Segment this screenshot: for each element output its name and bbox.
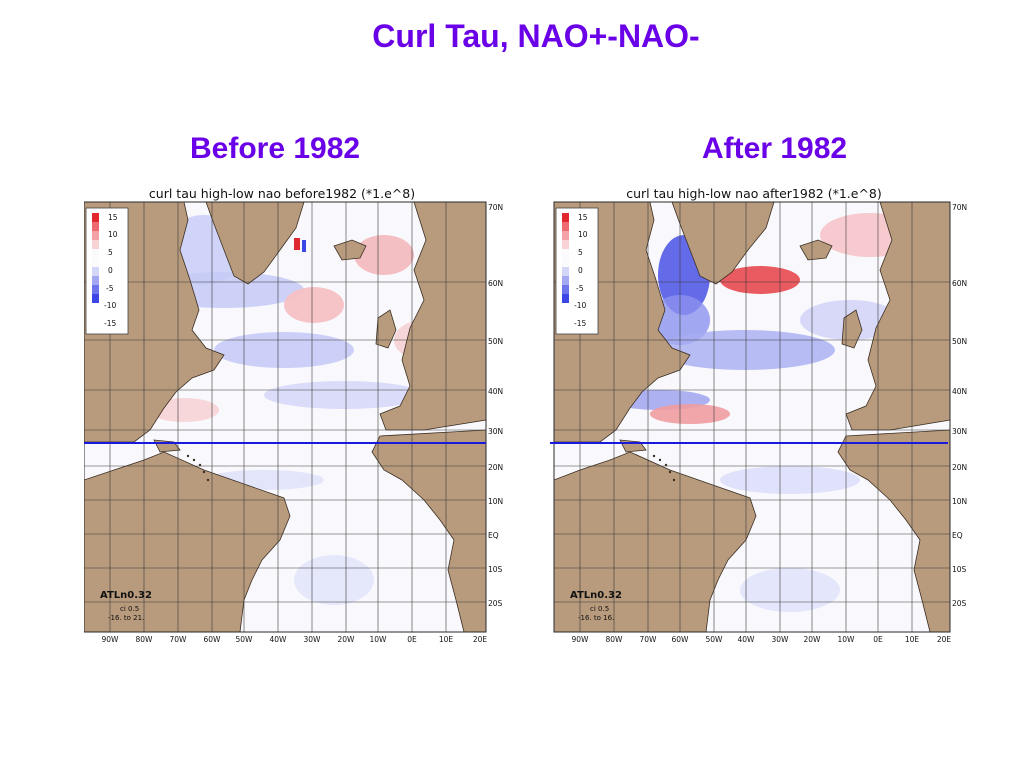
contour-interval: ci 0.5 xyxy=(120,605,139,613)
svg-text:-5: -5 xyxy=(576,284,584,293)
svg-text:20S: 20S xyxy=(952,599,967,608)
latitude-labels: 70N 60N 50N 40N 30N 20N 10N EQ 10S 20S xyxy=(488,203,503,608)
svg-text:10E: 10E xyxy=(439,635,454,644)
map-frame xyxy=(553,201,951,633)
svg-text:80W: 80W xyxy=(136,635,154,644)
before-1982-heading: Before 1982 xyxy=(190,132,361,165)
svg-text:10S: 10S xyxy=(488,565,503,574)
latitude-labels: 70N 60N 50N 40N 30N 20N 10N EQ 10S 20S xyxy=(952,203,967,608)
svg-text:10W: 10W xyxy=(370,635,388,644)
svg-text:10: 10 xyxy=(578,230,588,239)
svg-text:50N: 50N xyxy=(488,337,503,346)
svg-text:70W: 70W xyxy=(170,635,188,644)
svg-text:20W: 20W xyxy=(804,635,822,644)
svg-text:60W: 60W xyxy=(204,635,222,644)
svg-text:10E: 10E xyxy=(905,635,920,644)
svg-text:70W: 70W xyxy=(640,635,658,644)
before-1982-map: curl tau high-low nao before1982 (*1.e^8… xyxy=(84,180,504,658)
svg-text:-10: -10 xyxy=(574,301,586,310)
svg-text:-5: -5 xyxy=(106,284,114,293)
svg-text:30W: 30W xyxy=(304,635,322,644)
svg-text:60W: 60W xyxy=(672,635,690,644)
after-1982-map: curl tau high-low nao after1982 (*1.e^8)… xyxy=(550,180,970,658)
model-label: ATLn0.32 xyxy=(100,590,152,601)
svg-text:40N: 40N xyxy=(488,387,503,396)
map-title: curl tau high-low nao before1982 (*1.e^8… xyxy=(149,186,415,201)
land-masses xyxy=(84,201,487,633)
color-legend: 15 10 5 0 -5 -10 -15 xyxy=(85,207,129,335)
svg-text:15: 15 xyxy=(578,213,588,222)
longitude-labels: 90W 80W 70W 60W 50W 40W 30W 20W 10W 0E 1… xyxy=(572,635,952,644)
model-label: ATLn0.32 xyxy=(570,590,622,601)
svg-text:20W: 20W xyxy=(338,635,356,644)
svg-text:20N: 20N xyxy=(952,463,967,472)
svg-text:-15: -15 xyxy=(104,319,116,328)
after-1982-heading: After 1982 xyxy=(702,132,848,165)
color-legend: 15 10 5 0 -5 -10 -15 xyxy=(555,207,599,335)
svg-text:0E: 0E xyxy=(407,635,417,644)
svg-text:90W: 90W xyxy=(102,635,120,644)
map-title: curl tau high-low nao after1982 (*1.e^8) xyxy=(626,186,882,201)
svg-text:10: 10 xyxy=(108,230,118,239)
island-markers xyxy=(186,454,210,482)
svg-text:70N: 70N xyxy=(488,203,503,212)
svg-text:EQ: EQ xyxy=(952,531,963,540)
graticule xyxy=(554,202,950,632)
svg-text:10N: 10N xyxy=(952,497,967,506)
svg-text:15: 15 xyxy=(108,213,118,222)
svg-text:50W: 50W xyxy=(236,635,254,644)
svg-text:20E: 20E xyxy=(473,635,488,644)
svg-text:0: 0 xyxy=(578,266,583,275)
svg-text:0: 0 xyxy=(108,266,113,275)
svg-text:40W: 40W xyxy=(270,635,288,644)
svg-text:30W: 30W xyxy=(772,635,790,644)
svg-text:-15: -15 xyxy=(574,319,586,328)
island-markers xyxy=(652,454,676,482)
svg-text:50N: 50N xyxy=(952,337,967,346)
svg-text:70N: 70N xyxy=(952,203,967,212)
svg-text:40W: 40W xyxy=(738,635,756,644)
svg-text:20S: 20S xyxy=(488,599,503,608)
svg-text:5: 5 xyxy=(108,248,113,257)
svg-text:40N: 40N xyxy=(952,387,967,396)
svg-text:90W: 90W xyxy=(572,635,590,644)
value-range: -16. to 16. xyxy=(578,614,614,622)
svg-text:80W: 80W xyxy=(606,635,624,644)
svg-text:30N: 30N xyxy=(488,427,503,436)
longitude-labels: 90W 80W 70W 60W 50W 40W 30W 20W 10W 0E 1… xyxy=(102,635,488,644)
svg-text:60N: 60N xyxy=(488,279,503,288)
svg-text:10S: 10S xyxy=(952,565,967,574)
svg-text:20E: 20E xyxy=(937,635,952,644)
svg-text:0E: 0E xyxy=(873,635,883,644)
contour-interval: ci 0.5 xyxy=(590,605,609,613)
svg-text:20N: 20N xyxy=(488,463,503,472)
svg-text:5: 5 xyxy=(578,248,583,257)
svg-text:10W: 10W xyxy=(838,635,856,644)
svg-text:EQ: EQ xyxy=(488,531,499,540)
svg-text:60N: 60N xyxy=(952,279,967,288)
map-frame xyxy=(84,201,487,633)
value-range: -16. to 21. xyxy=(108,614,144,622)
svg-text:50W: 50W xyxy=(706,635,724,644)
graticule xyxy=(84,202,486,632)
svg-text:10N: 10N xyxy=(488,497,503,506)
svg-text:30N: 30N xyxy=(952,427,967,436)
slide-title: Curl Tau, NAO+-NAO- xyxy=(372,18,700,54)
svg-text:-10: -10 xyxy=(104,301,116,310)
